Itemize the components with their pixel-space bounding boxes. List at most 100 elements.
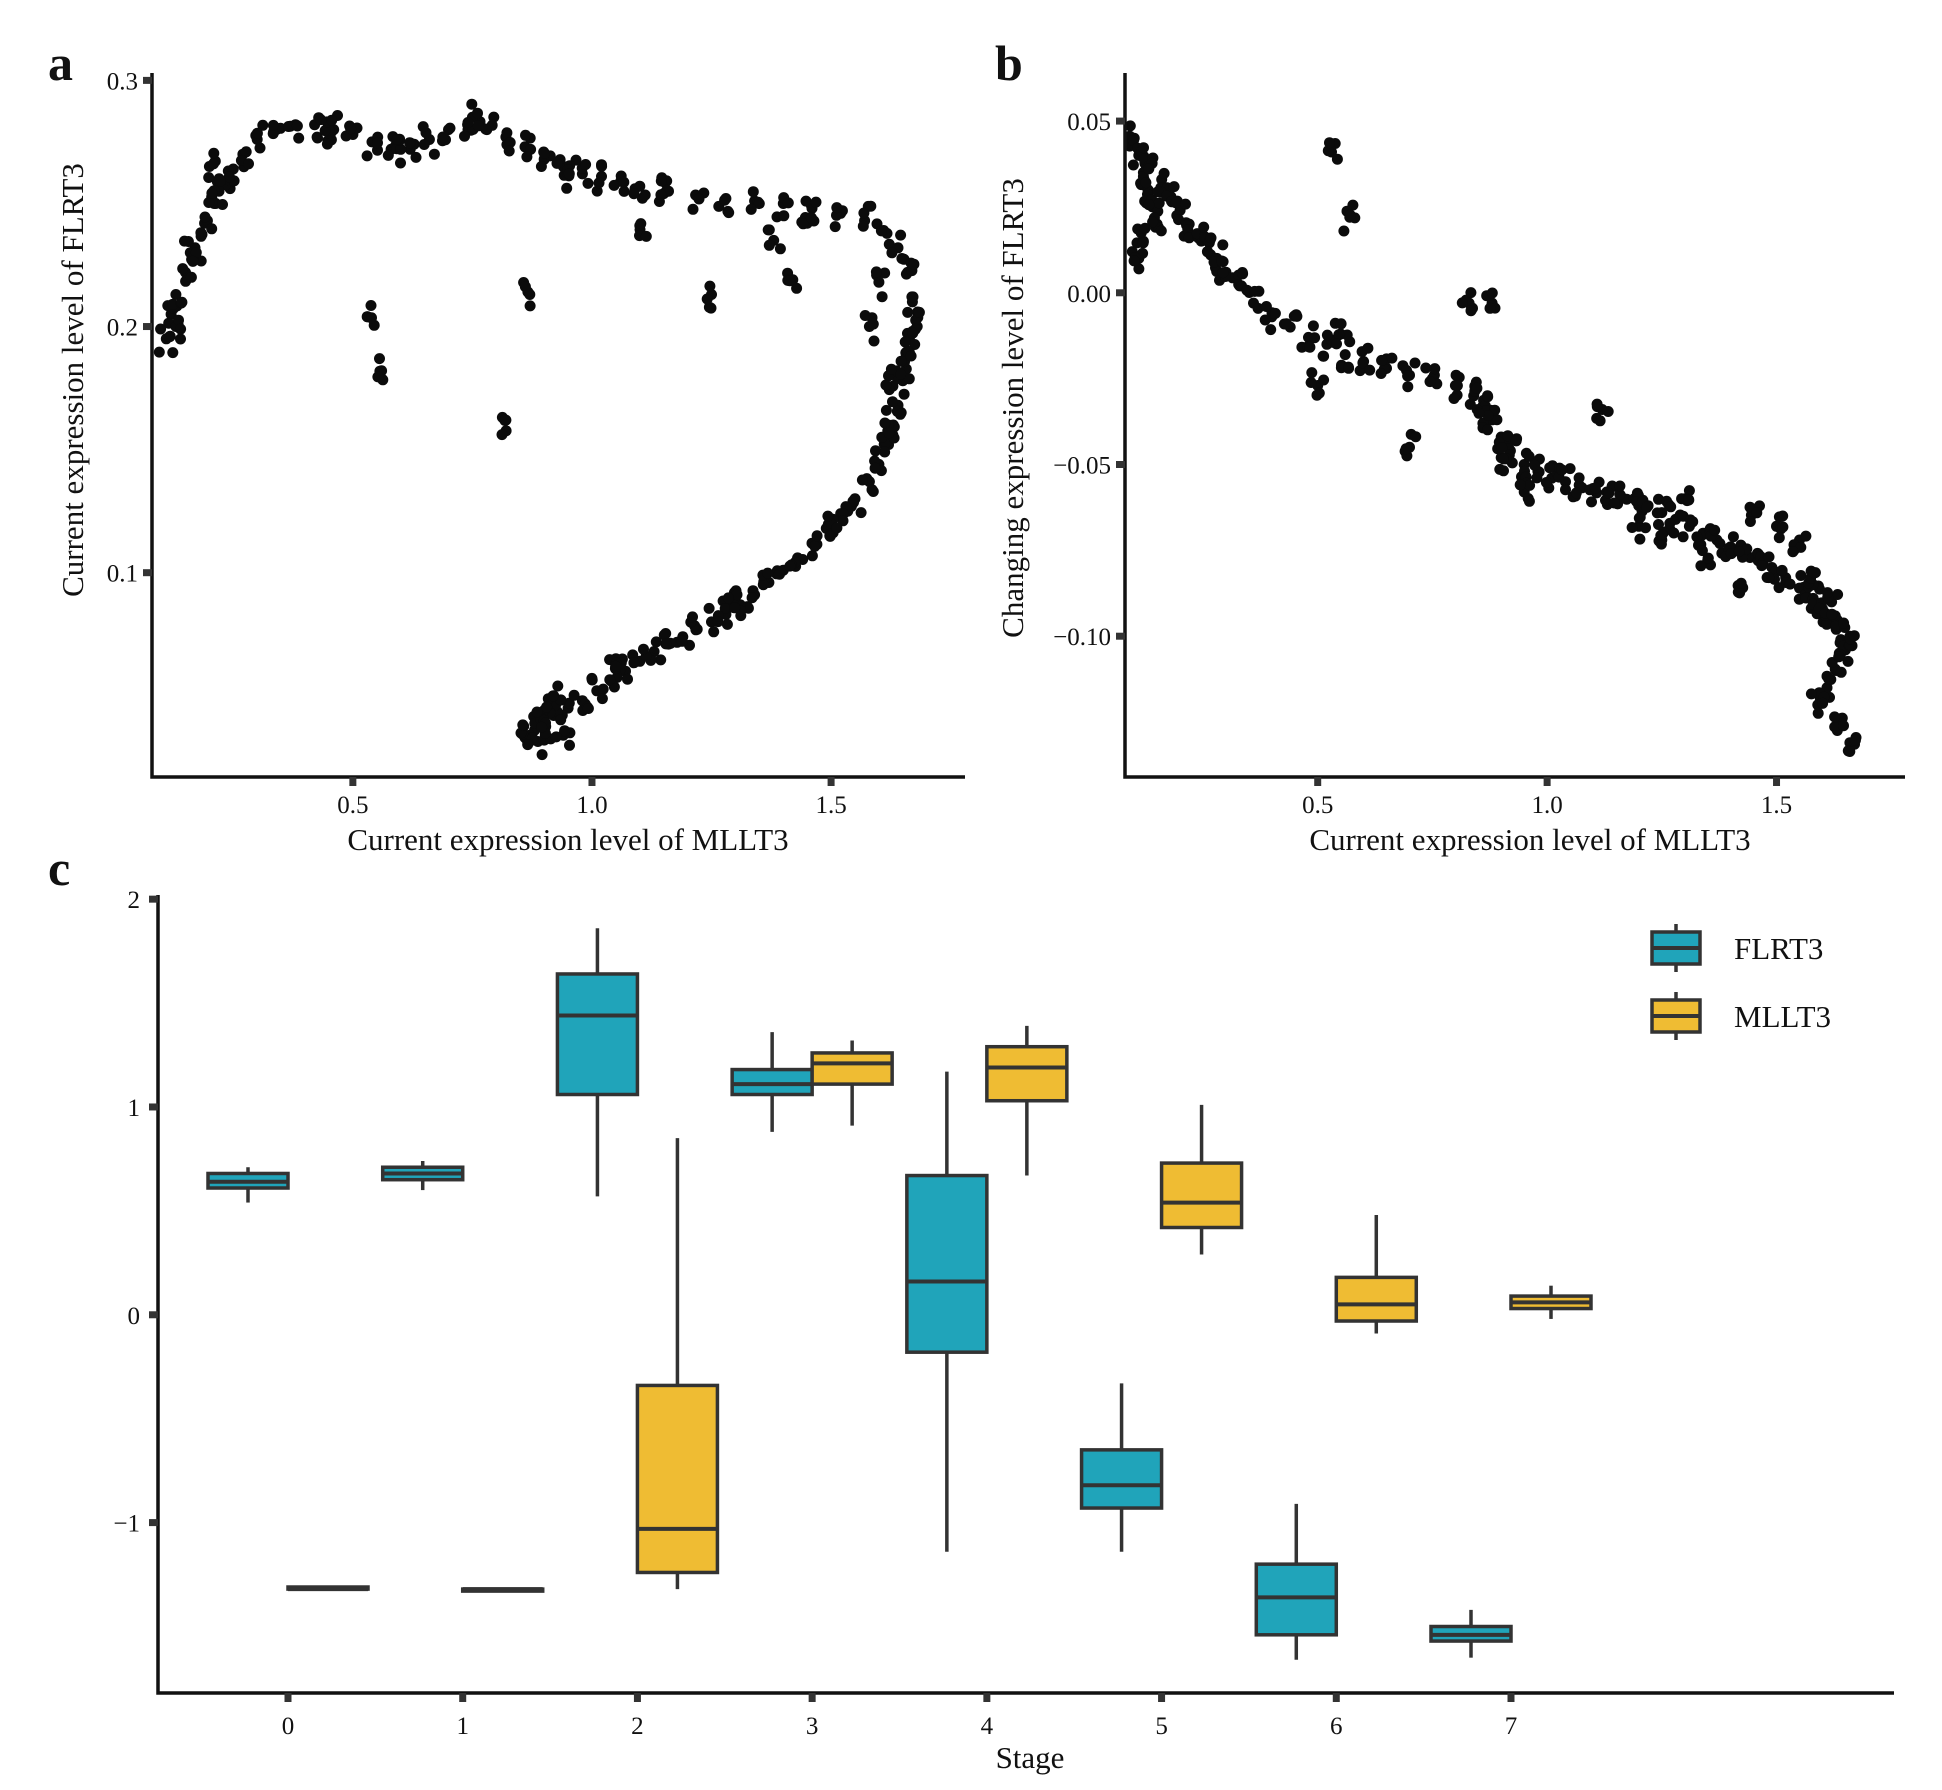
- panel-b-point: [1564, 463, 1576, 475]
- panel-c-box-flrt3-stage-2: [555, 928, 640, 1197]
- panel-a-point: [618, 176, 630, 188]
- panel-a-point: [886, 247, 898, 259]
- panel-b-point: [1321, 329, 1333, 341]
- panel-b-point: [1702, 552, 1714, 564]
- panel-b-x-tick-label: 1.0: [1531, 792, 1562, 819]
- panel-a-point: [190, 247, 202, 258]
- panel-b-point: [1269, 307, 1281, 319]
- panel-a-point: [582, 177, 594, 189]
- panel-b-point: [1614, 488, 1626, 500]
- panel-b-point: [1524, 479, 1536, 491]
- panel-a-point: [753, 198, 765, 210]
- panel-b-point: [1147, 216, 1159, 228]
- panel-b-point: [1482, 390, 1493, 402]
- panel-a-point: [214, 175, 226, 187]
- panel-b-point: [1529, 459, 1541, 471]
- panel-b-point: [1236, 267, 1248, 278]
- panel-c-box-mllt3-stage-0: [286, 1585, 370, 1592]
- panel-b-point: [1429, 363, 1441, 375]
- panel-a-x-ticks: 0.5 1.0 1.5: [337, 777, 847, 819]
- panel-c-x-tick-label: 6: [1330, 1713, 1343, 1740]
- panel-b-point: [1591, 398, 1603, 410]
- panel-b-point: [1317, 350, 1329, 362]
- panel-b-point: [1410, 431, 1422, 443]
- panel-a-point: [208, 147, 220, 159]
- panel-a-point: [824, 530, 836, 542]
- panel-a-point: [586, 674, 598, 686]
- panel-a-point: [880, 379, 892, 391]
- panel-b-point: [1626, 522, 1638, 533]
- panel-a-point: [372, 137, 383, 149]
- panel-c-box-mllt3-stage-4: [985, 1025, 1069, 1176]
- panel-b-point: [1664, 517, 1676, 529]
- panel-b-y-title: Changing expression level of FLRT3: [995, 178, 1030, 638]
- panel-a-point: [895, 355, 907, 367]
- panel-b-point: [1496, 442, 1508, 454]
- panel-c-y-ticks: 2 1 0 −1: [113, 887, 158, 1538]
- panel-a-point: [550, 731, 562, 743]
- panel-b-point: [1402, 381, 1414, 393]
- panel-c-boxes: [206, 928, 1593, 1660]
- panel-a-point: [591, 185, 603, 197]
- panel-a-point: [326, 114, 338, 126]
- panel-b-point: [1732, 586, 1744, 598]
- panel-b-point: [1594, 415, 1606, 427]
- panel-a-point: [887, 396, 898, 408]
- panel-b-point: [1343, 362, 1355, 374]
- panel-b-point: [1198, 221, 1210, 233]
- panel-b-point: [1137, 237, 1149, 249]
- panel-b-point: [1491, 414, 1503, 426]
- panel-c-box-flrt3-stage-3: [730, 1032, 814, 1132]
- panel-b-point: [1800, 530, 1812, 542]
- panel-a-point: [580, 159, 592, 170]
- panel-b-point: [1324, 137, 1335, 149]
- panel-b-point: [1133, 263, 1145, 275]
- panel-a-point: [267, 119, 279, 131]
- panel-a-point: [703, 602, 715, 614]
- panel-c-y-tick-label: 2: [128, 887, 141, 914]
- panel-c-box-mllt3-stage-7: [1509, 1285, 1593, 1319]
- panel-a-point: [687, 611, 698, 623]
- panel-a-point: [883, 238, 895, 250]
- panel-b-point: [1335, 318, 1347, 330]
- panel-b-point: [1502, 430, 1514, 442]
- panel-b-point: [1331, 338, 1342, 350]
- panel-a-y-tick-label: 0.1: [107, 561, 138, 588]
- panel-b-point: [1733, 546, 1745, 557]
- panel-b-point: [1614, 480, 1626, 492]
- panel-b-point: [1668, 527, 1680, 539]
- panel-a-point: [638, 643, 649, 655]
- panel-b-point: [1531, 472, 1543, 484]
- panel-a-point: [177, 263, 189, 275]
- panel-b-point: [1450, 369, 1462, 381]
- panel-b-point: [1309, 332, 1321, 344]
- panel-b-point: [1756, 560, 1768, 572]
- panel-b-point: [1448, 393, 1460, 404]
- panel-a-point: [319, 125, 331, 137]
- panel-c-box: [1334, 1275, 1419, 1323]
- panel-a-point: [712, 616, 724, 628]
- panel-a-point: [608, 179, 620, 191]
- panel-a-point: [879, 446, 891, 458]
- panel-b-point: [1376, 354, 1388, 366]
- panel-b-point: [1777, 510, 1789, 522]
- panel-b-point: [1514, 479, 1526, 491]
- panel-a-point: [257, 119, 269, 131]
- panel-a-point: [763, 239, 775, 251]
- panel-b-point: [1695, 560, 1707, 572]
- panel-b-point: [1832, 589, 1844, 600]
- panel-b-point: [1603, 487, 1615, 499]
- panel-b-point: [1848, 630, 1860, 642]
- panel-a-point: [909, 339, 921, 350]
- panel-b-point: [1306, 367, 1318, 379]
- panel-a-point: [913, 306, 925, 318]
- panel-c-x-tick-label: 5: [1155, 1713, 1168, 1740]
- panel-b-point: [1375, 368, 1387, 379]
- panel-a-point: [800, 195, 812, 207]
- panel-b-point: [1709, 524, 1721, 536]
- panel-b-point: [1260, 301, 1272, 312]
- panel-a-point: [898, 388, 910, 400]
- panel-b-point: [1482, 424, 1494, 436]
- panel-b-letter: b: [995, 35, 1023, 91]
